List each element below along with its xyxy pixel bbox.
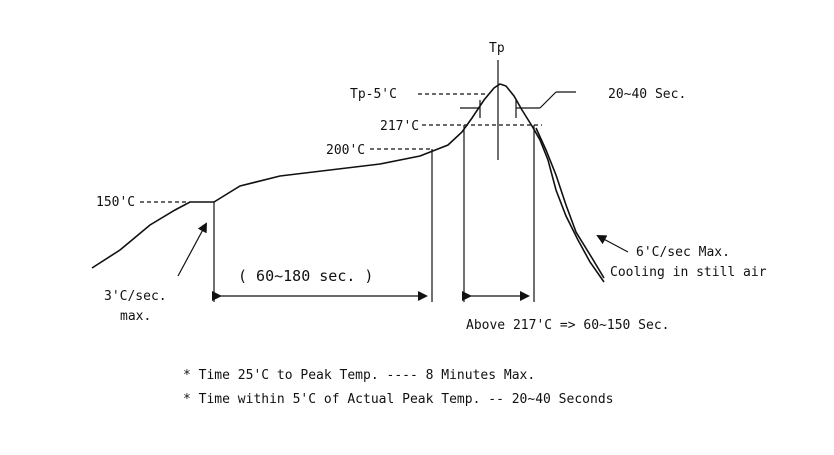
label-tp-minus-5: Tp-5'C: [350, 87, 397, 102]
profile-curve: [91, 83, 605, 283]
label-ramp-up: 3'C/sec.: [104, 289, 167, 304]
label-200c: 200'C: [326, 143, 365, 158]
label-150c: 150'C: [96, 195, 135, 210]
peak-leader: [539, 91, 557, 109]
ramp-down-arrow: [596, 235, 629, 253]
label-soak-time: ( 60~180 sec. ): [238, 267, 373, 285]
label-peak-time: 20~40 Sec.: [608, 87, 686, 102]
cooling-curve: [535, 127, 605, 279]
label-217c: 217'C: [380, 119, 419, 134]
label-ramp-down-note: Cooling in still air: [610, 265, 767, 280]
note-time-to-peak: * Time 25'C to Peak Temp. ---- 8 Minutes…: [183, 368, 535, 383]
label-above-217: Above 217'C => 60~150 Sec.: [466, 318, 670, 333]
ramp-up-arrow: [177, 222, 207, 277]
label-ramp-up-max: max.: [120, 309, 151, 324]
label-tp: Tp: [489, 41, 505, 56]
note-time-within-peak: * Time within 5'C of Actual Peak Temp. -…: [183, 392, 613, 407]
label-ramp-down: 6'C/sec Max.: [636, 245, 730, 260]
